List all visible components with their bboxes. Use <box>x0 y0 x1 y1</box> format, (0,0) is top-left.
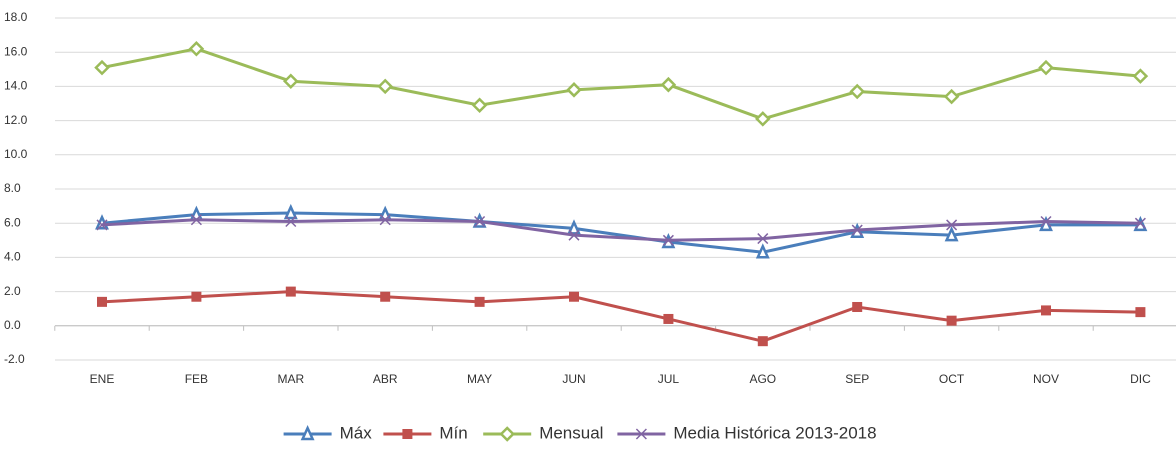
legend-label: Mensual <box>539 423 603 442</box>
x-tick-label: OCT <box>939 372 965 386</box>
x-tick-label: MAY <box>467 372 492 386</box>
marker <box>1041 305 1051 316</box>
marker <box>1134 217 1146 229</box>
marker <box>377 78 393 95</box>
x-tick-label: NOV <box>1033 372 1059 386</box>
marker <box>944 226 959 242</box>
marker <box>189 205 204 221</box>
marker <box>569 291 579 302</box>
marker <box>300 424 315 441</box>
legend-label: Máx <box>340 423 373 442</box>
marker <box>285 215 297 228</box>
marker <box>943 88 960 105</box>
series-line <box>101 211 1141 254</box>
marker <box>380 291 391 302</box>
marker <box>946 219 958 231</box>
marker <box>946 315 957 326</box>
y-tick-label: 8.0 <box>4 181 21 195</box>
marker <box>379 214 391 226</box>
marker <box>378 205 393 221</box>
marker <box>96 219 108 231</box>
marker <box>471 97 488 113</box>
y-tick-label: 18.0 <box>4 10 28 24</box>
series-line <box>101 218 1141 242</box>
marker <box>757 233 769 245</box>
series-line <box>101 290 1141 343</box>
marker <box>1135 307 1146 318</box>
x-tick-label: ABR <box>373 372 398 386</box>
y-tick-label: 12.0 <box>4 113 28 127</box>
x-tick-label: SEP <box>845 372 869 386</box>
marker <box>755 111 771 127</box>
x-tick-label: JUN <box>562 372 585 386</box>
marker <box>755 243 770 259</box>
x-tick-label: DIC <box>1130 372 1151 386</box>
marker <box>663 313 674 324</box>
marker <box>97 296 107 307</box>
x-tick-label: MAR <box>277 372 304 386</box>
y-tick-label: 16.0 <box>4 44 28 58</box>
marker <box>191 291 202 302</box>
legend-label: Media Histórica 2013-2018 <box>673 423 876 442</box>
marker <box>474 215 486 228</box>
marker <box>1132 68 1149 84</box>
y-tick-label: 4.0 <box>4 250 21 264</box>
y-tick-label: 10.0 <box>4 147 28 161</box>
marker <box>283 203 298 220</box>
y-tick-label: -2.0 <box>4 352 25 366</box>
x-tick-label: JUL <box>658 372 680 386</box>
y-tick-label: 2.0 <box>4 284 21 298</box>
y-tick-label: 0.0 <box>4 318 21 332</box>
marker <box>660 76 677 93</box>
marker <box>1040 215 1052 228</box>
marker <box>757 336 768 347</box>
marker <box>283 73 299 90</box>
marker <box>662 234 674 246</box>
marker <box>285 286 296 297</box>
marker <box>567 219 581 235</box>
marker <box>852 301 863 312</box>
y-tick-label: 6.0 <box>4 215 21 229</box>
x-tick-label: ENE <box>90 372 115 386</box>
x-tick-label: AGO <box>749 372 776 386</box>
x-tick-label: FEB <box>185 372 208 386</box>
marker <box>635 428 647 440</box>
marker <box>95 214 109 230</box>
legend-label: Mín <box>439 423 467 442</box>
marker <box>566 82 582 98</box>
marker <box>474 296 485 307</box>
marker <box>94 59 110 76</box>
marker <box>499 426 515 442</box>
marker <box>849 83 865 100</box>
marker <box>851 224 863 236</box>
y-tick-label: 14.0 <box>4 79 28 93</box>
marker <box>568 229 580 241</box>
marker <box>402 429 413 439</box>
marker <box>190 214 202 226</box>
marker <box>188 41 205 57</box>
marker <box>1038 59 1054 76</box>
series-line <box>101 47 1141 121</box>
